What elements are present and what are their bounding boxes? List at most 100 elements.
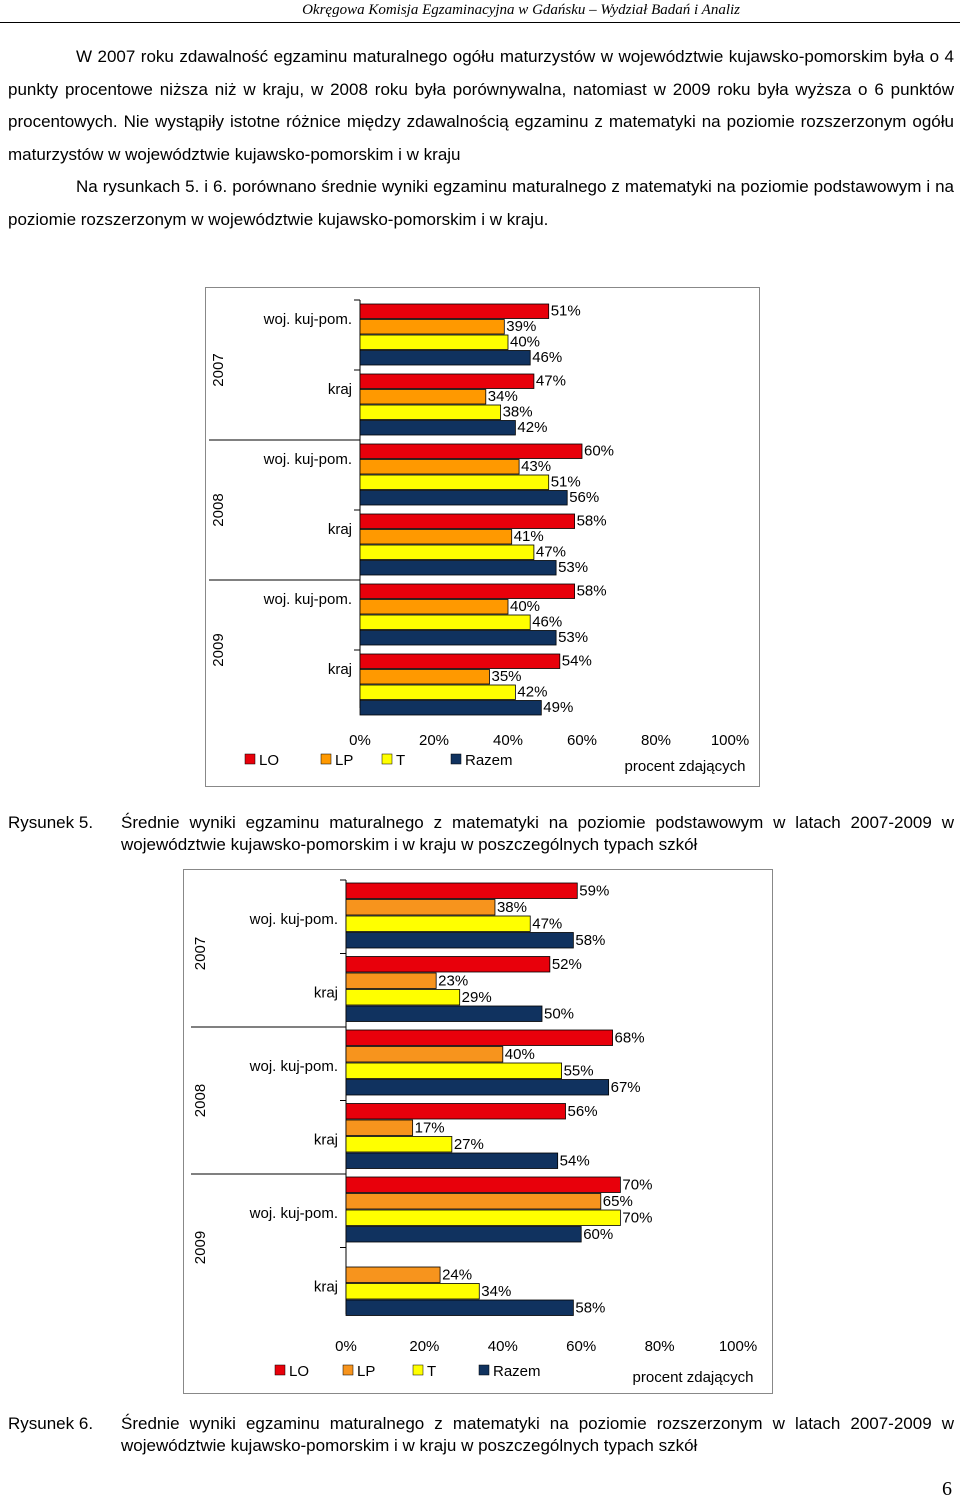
category-label-woj-2007: woj. kuj-pom. bbox=[249, 911, 338, 928]
data-label-razem-woj-2009: 60% bbox=[583, 1226, 613, 1243]
data-label-lp-woj-2009: 40% bbox=[510, 598, 540, 615]
x-axis-label: procent zdających bbox=[625, 758, 746, 775]
legend-swatch-lp bbox=[320, 753, 332, 765]
bar-t-kraj-2009 bbox=[345, 1283, 480, 1300]
data-label-lo-kraj-2008: 56% bbox=[568, 1103, 598, 1120]
bar-lo-woj-2007 bbox=[359, 303, 550, 319]
legend-swatch-lo bbox=[274, 1364, 286, 1376]
bar-lo-kraj-2009 bbox=[359, 653, 561, 669]
x-tick-label: 100% bbox=[711, 732, 749, 749]
bar-t-woj-2009 bbox=[359, 614, 531, 630]
data-label-lo-kraj-2009: 54% bbox=[562, 653, 592, 670]
data-label-t-kraj-2009: 34% bbox=[481, 1283, 511, 1300]
data-label-razem-kraj-2009: 58% bbox=[575, 1300, 605, 1317]
figure-6-caption-text: Średnie wyniki egzaminu maturalnego z ma… bbox=[121, 1414, 954, 1455]
data-label-t-woj-2008: 51% bbox=[551, 474, 581, 491]
figure-6-caption-number: Rysunek 6. bbox=[8, 1414, 94, 1433]
bar-lo-woj-2009 bbox=[359, 583, 576, 599]
data-label-lp-kraj-2009: 35% bbox=[492, 668, 522, 685]
data-label-t-kraj-2008: 27% bbox=[454, 1136, 484, 1153]
bar-razem-kraj-2007 bbox=[345, 1005, 543, 1022]
x-tick-label: 0% bbox=[349, 732, 371, 749]
legend-swatch-t bbox=[412, 1364, 424, 1376]
bar-lo-kraj-2008 bbox=[345, 1103, 566, 1120]
bar-razem-kraj-2009 bbox=[359, 700, 542, 716]
legend-label-lo: LO bbox=[259, 752, 279, 769]
x-tick-label: 80% bbox=[641, 732, 671, 749]
figure-5-caption-text: Średnie wyniki egzaminu maturalnego z ma… bbox=[121, 813, 954, 854]
legend-label-razem: Razem bbox=[465, 752, 513, 769]
x-axis-label: procent zdających bbox=[633, 1369, 754, 1386]
bar-t-woj-2007 bbox=[345, 915, 531, 932]
x-tick-label: 60% bbox=[567, 732, 597, 749]
intro-paragraph-1: W 2007 roku zdawalność egzaminu maturaln… bbox=[8, 47, 954, 164]
data-label-razem-kraj-2009: 49% bbox=[543, 699, 573, 716]
bar-razem-kraj-2007 bbox=[359, 420, 516, 436]
data-label-t-woj-2008: 55% bbox=[564, 1063, 594, 1080]
bar-lp-woj-2007 bbox=[359, 319, 505, 335]
data-label-lo-woj-2007: 59% bbox=[579, 883, 609, 900]
bar-lp-woj-2009 bbox=[345, 1193, 602, 1210]
bar-razem-woj-2009 bbox=[345, 1226, 582, 1243]
category-label-woj-2009: woj. kuj-pom. bbox=[249, 1205, 338, 1222]
data-label-lo-kraj-2008: 58% bbox=[577, 513, 607, 530]
x-tick-label: 100% bbox=[719, 1338, 757, 1355]
x-tick-label: 80% bbox=[645, 1338, 675, 1355]
data-label-razem-woj-2009: 53% bbox=[558, 629, 588, 646]
data-label-razem-kraj-2007: 50% bbox=[544, 1006, 574, 1023]
category-label-woj-2009: woj. kuj-pom. bbox=[263, 591, 352, 608]
data-label-lo-woj-2009: 58% bbox=[577, 583, 607, 600]
bar-lo-woj-2008 bbox=[359, 443, 583, 459]
data-label-razem-kraj-2008: 53% bbox=[558, 559, 588, 576]
figure-6-chart: 2007 woj. kuj-pom. 59% 38% 47% 58% kraj 52% 23% 2… bbox=[183, 869, 773, 1394]
bar-t-kraj-2008 bbox=[345, 1136, 453, 1153]
intro-text: W 2007 roku zdawalność egzaminu maturaln… bbox=[8, 41, 954, 236]
category-label-kraj-2007: kraj bbox=[328, 381, 352, 398]
bar-t-kraj-2007 bbox=[345, 989, 461, 1006]
year-label-2008: 2008 bbox=[210, 493, 227, 526]
bar-t-kraj-2008 bbox=[359, 544, 535, 560]
bar-razem-woj-2007 bbox=[359, 350, 531, 366]
year-label-2007: 2007 bbox=[210, 353, 227, 386]
bar-lp-woj-2008 bbox=[359, 459, 520, 475]
bar-t-woj-2009 bbox=[345, 1209, 621, 1226]
legend-label-lo: LO bbox=[289, 1363, 309, 1380]
bar-t-kraj-2007 bbox=[359, 404, 502, 420]
year-label-2007: 2007 bbox=[192, 937, 209, 970]
x-tick-label: 40% bbox=[493, 732, 523, 749]
data-label-t-woj-2009: 46% bbox=[532, 614, 562, 631]
data-label-lp-kraj-2008: 17% bbox=[415, 1120, 445, 1137]
legend-swatch-razem bbox=[478, 1364, 490, 1376]
data-label-lo-kraj-2007: 52% bbox=[552, 956, 582, 973]
data-label-t-kraj-2009: 42% bbox=[517, 684, 547, 701]
legend-label-lp: LP bbox=[335, 752, 353, 769]
bar-lp-kraj-2007 bbox=[345, 972, 437, 989]
data-label-lp-kraj-2008: 41% bbox=[514, 528, 544, 545]
category-label-woj-2008: woj. kuj-pom. bbox=[249, 1058, 338, 1075]
legend-swatch-lo bbox=[244, 753, 256, 765]
bar-razem-woj-2008 bbox=[345, 1079, 610, 1096]
bar-lo-kraj-2007 bbox=[359, 373, 535, 389]
x-tick-label: 20% bbox=[409, 1338, 439, 1355]
data-label-lp-woj-2007: 38% bbox=[497, 899, 527, 916]
legend-label-lp: LP bbox=[357, 1363, 375, 1380]
bar-lp-kraj-2009 bbox=[345, 1266, 441, 1283]
bar-lo-woj-2007 bbox=[345, 882, 578, 899]
data-label-t-kraj-2007: 38% bbox=[503, 404, 533, 421]
intro-paragraph-2: Na rysunkach 5. i 6. porównano średnie w… bbox=[8, 177, 954, 229]
bar-t-woj-2007 bbox=[359, 334, 509, 350]
data-label-t-woj-2007: 40% bbox=[510, 334, 540, 351]
data-label-lp-woj-2009: 65% bbox=[603, 1193, 633, 1210]
bar-razem-kraj-2009 bbox=[345, 1299, 574, 1316]
bar-lp-kraj-2008 bbox=[345, 1119, 414, 1136]
bar-razem-woj-2007 bbox=[345, 932, 574, 949]
page-header: Okręgowa Komisja Egzaminacyjna w Gdańsku… bbox=[0, 0, 960, 23]
data-label-lp-kraj-2007: 23% bbox=[438, 973, 468, 990]
data-label-razem-kraj-2008: 54% bbox=[560, 1153, 590, 1170]
data-label-t-kraj-2007: 29% bbox=[462, 989, 492, 1006]
category-label-woj-2007: woj. kuj-pom. bbox=[263, 311, 352, 328]
header-text: Okręgowa Komisja Egzaminacyjna w Gdańsku… bbox=[302, 2, 740, 18]
data-label-t-woj-2007: 47% bbox=[532, 916, 562, 933]
bar-lp-kraj-2007 bbox=[359, 389, 487, 405]
